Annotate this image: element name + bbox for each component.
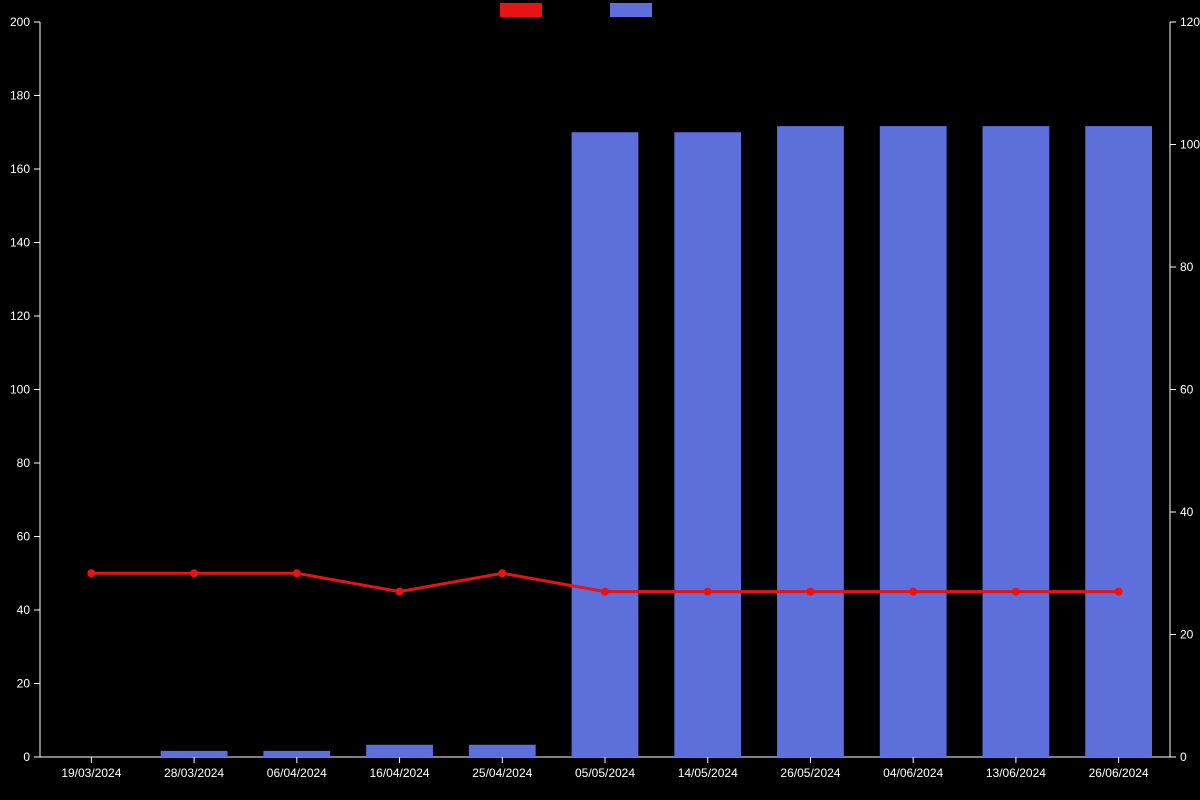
right-axis-label: 100 xyxy=(1180,138,1200,152)
x-axis-label: 26/05/2024 xyxy=(780,766,840,780)
left-axis-label: 120 xyxy=(10,309,30,323)
x-axis-label: 26/06/2024 xyxy=(1089,766,1149,780)
bar xyxy=(674,132,741,757)
left-axis-label: 60 xyxy=(17,530,31,544)
line-marker xyxy=(190,569,198,577)
x-axis-label: 28/03/2024 xyxy=(164,766,224,780)
line-marker xyxy=(1115,588,1123,596)
x-axis-label: 05/05/2024 xyxy=(575,766,635,780)
line-marker xyxy=(601,588,609,596)
line-marker xyxy=(806,588,814,596)
left-axis-label: 40 xyxy=(17,603,31,617)
right-axis-label: 0 xyxy=(1180,750,1187,764)
left-axis-label: 140 xyxy=(10,236,30,250)
line-marker xyxy=(704,588,712,596)
right-axis-label: 20 xyxy=(1180,628,1194,642)
bar xyxy=(469,745,536,757)
line-marker xyxy=(498,569,506,577)
bar xyxy=(880,126,947,757)
x-axis-label: 19/03/2024 xyxy=(61,766,121,780)
x-axis-label: 04/06/2024 xyxy=(883,766,943,780)
legend-swatch xyxy=(500,3,542,17)
left-axis-label: 0 xyxy=(23,750,30,764)
x-axis-label: 14/05/2024 xyxy=(678,766,738,780)
left-axis-label: 200 xyxy=(10,15,30,29)
bar xyxy=(572,132,639,757)
bar xyxy=(983,126,1050,757)
x-axis-label: 25/04/2024 xyxy=(472,766,532,780)
right-axis-label: 60 xyxy=(1180,383,1194,397)
bar xyxy=(161,751,228,757)
chart-container: 0 20 40 60 80 100 120 140 160 180 200 0 20 40 60 80 100 1… xyxy=(0,0,1200,800)
left-axis-label: 100 xyxy=(10,383,30,397)
right-axis-label: 40 xyxy=(1180,505,1194,519)
left-axis-label: 20 xyxy=(17,677,31,691)
line-marker xyxy=(396,588,404,596)
left-axis-label: 160 xyxy=(10,162,30,176)
left-axis-label: 180 xyxy=(10,89,30,103)
line-marker xyxy=(293,569,301,577)
x-axis-label: 16/04/2024 xyxy=(370,766,430,780)
right-axis-label: 80 xyxy=(1180,260,1194,274)
right-axis-label: 120 xyxy=(1180,15,1200,29)
line-marker xyxy=(1012,588,1020,596)
line-marker xyxy=(909,588,917,596)
combo-chart: 0 20 40 60 80 100 120 140 160 180 200 0 20 40 60 80 100 1… xyxy=(0,0,1200,800)
bar xyxy=(263,751,330,757)
line-marker xyxy=(87,569,95,577)
x-axis-label: 13/06/2024 xyxy=(986,766,1046,780)
bar xyxy=(366,745,433,757)
x-axis-label: 06/04/2024 xyxy=(267,766,327,780)
bar xyxy=(1085,126,1152,757)
bar xyxy=(777,126,844,757)
left-axis-label: 80 xyxy=(17,456,31,470)
legend-swatch xyxy=(610,3,652,17)
